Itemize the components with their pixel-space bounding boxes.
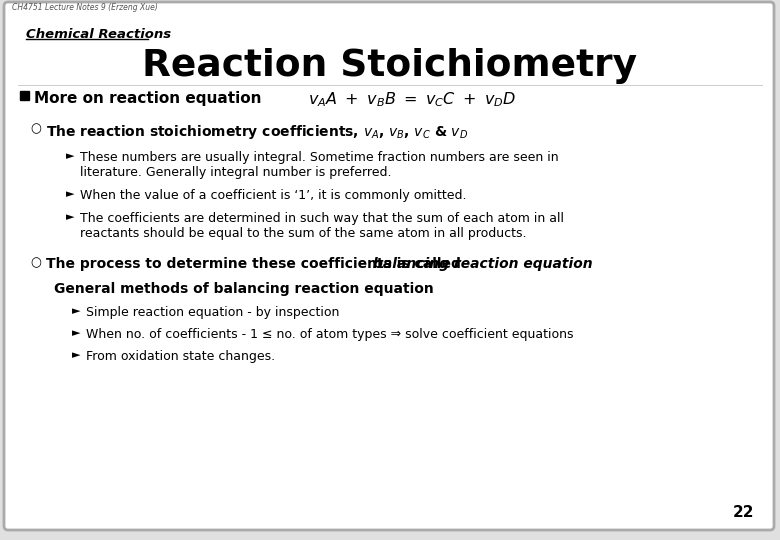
Text: The coefficients are determined in such way that the sum of each atom in all: The coefficients are determined in such … <box>80 212 564 225</box>
Text: More on reaction equation: More on reaction equation <box>34 91 261 106</box>
Text: balancing reaction equation: balancing reaction equation <box>373 257 592 271</box>
FancyBboxPatch shape <box>4 2 774 530</box>
Text: Chemical Reactions: Chemical Reactions <box>26 28 171 41</box>
Text: When no. of coefficients - 1 ≤ no. of atom types ⇒ solve coefficient equations: When no. of coefficients - 1 ≤ no. of at… <box>86 328 573 341</box>
Text: reactants should be equal to the sum of the same atom in all products.: reactants should be equal to the sum of … <box>80 227 526 240</box>
Text: literature. Generally integral number is preferred.: literature. Generally integral number is… <box>80 166 392 179</box>
Text: ►: ► <box>72 328 80 338</box>
Text: The process to determine these coefficients is called: The process to determine these coefficie… <box>46 257 466 271</box>
Text: CH4751 Lecture Notes 9 (Erzeng Xue): CH4751 Lecture Notes 9 (Erzeng Xue) <box>12 3 158 12</box>
Text: $v_A A\ +\ v_B B\ =\ v_C C\ +\ v_D D$: $v_A A\ +\ v_B B\ =\ v_C C\ +\ v_D D$ <box>308 90 516 109</box>
Text: General methods of balancing reaction equation: General methods of balancing reaction eq… <box>54 282 434 296</box>
Text: Reaction Stoichiometry: Reaction Stoichiometry <box>143 48 637 84</box>
Text: 22: 22 <box>732 505 754 520</box>
Text: Simple reaction equation - by inspection: Simple reaction equation - by inspection <box>86 306 339 319</box>
Bar <box>20 91 29 100</box>
Text: ►: ► <box>66 151 75 161</box>
Text: ►: ► <box>72 306 80 316</box>
Text: When the value of a coefficient is ‘1’, it is commonly omitted.: When the value of a coefficient is ‘1’, … <box>80 189 466 202</box>
Text: The reaction stoichiometry coefficients, $v_A$, $v_B$, $v_C$ & $v_D$: The reaction stoichiometry coefficients,… <box>46 123 468 141</box>
Text: From oxidation state changes.: From oxidation state changes. <box>86 350 275 363</box>
Text: ○: ○ <box>30 122 41 135</box>
Text: ►: ► <box>66 212 75 222</box>
Text: ►: ► <box>66 189 75 199</box>
Text: These numbers are usually integral. Sometime fraction numbers are seen in: These numbers are usually integral. Some… <box>80 151 558 164</box>
Text: ○: ○ <box>30 256 41 269</box>
Text: ►: ► <box>72 350 80 360</box>
